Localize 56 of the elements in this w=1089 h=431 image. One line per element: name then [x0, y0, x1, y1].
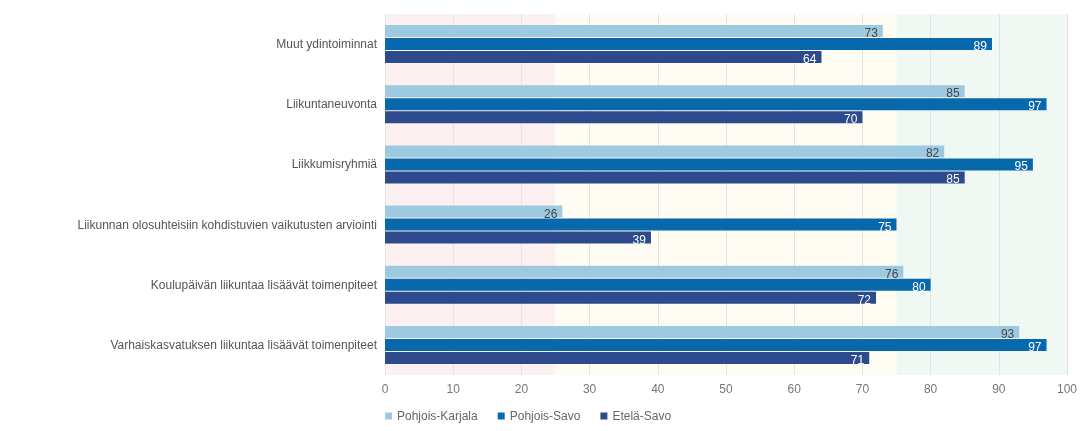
y-tick-label: Varhaiskasvatuksen liikuntaa lisäävät toimenpiteet: [110, 337, 378, 352]
bar: [385, 38, 992, 51]
y-tick-label: Muut ydintoiminnat: [276, 37, 378, 52]
bar: [385, 265, 904, 278]
bar: [385, 145, 945, 158]
data-label: 70: [844, 112, 858, 127]
x-tick-label: 90: [992, 382, 1006, 396]
bar: [385, 338, 1047, 351]
data-label: 89: [973, 39, 988, 54]
legend-label: Pohjois-Karjala: [397, 409, 479, 423]
data-label: 64: [803, 52, 817, 67]
bar: [385, 98, 1047, 111]
y-tick-label: Koulupäivän liikuntaa lisäävät toimenpiteet: [150, 277, 378, 292]
bar: [385, 205, 563, 218]
bar: [385, 85, 965, 98]
x-tick-label: 30: [582, 382, 597, 396]
legend-label: Etelä-Savo: [612, 409, 672, 423]
x-tick-label: 70: [855, 382, 870, 396]
data-label: 39: [632, 232, 647, 247]
bar: [385, 325, 1020, 338]
bar: [385, 351, 870, 364]
bar: [385, 111, 863, 124]
data-label: 75: [878, 219, 892, 234]
x-tick-label: 0: [381, 382, 389, 396]
data-label: 85: [946, 86, 961, 101]
x-tick-label: 20: [514, 382, 529, 396]
bar: [385, 171, 965, 184]
x-tick-label: 10: [446, 382, 461, 396]
data-label: 97: [1028, 339, 1042, 354]
data-label: 76: [884, 266, 899, 281]
data-label: 71: [850, 352, 865, 367]
bar: [385, 158, 1033, 171]
x-tick-label: 40: [651, 382, 665, 396]
bar: [385, 291, 877, 304]
data-label: 97: [1028, 99, 1042, 114]
data-label: 80: [912, 279, 926, 294]
data-label: 93: [1000, 326, 1015, 341]
y-tick-label: Liikuntaneuvonta: [286, 97, 378, 112]
data-label: 95: [1014, 159, 1029, 174]
bar: [385, 51, 822, 64]
x-tick-label: 50: [719, 382, 733, 396]
x-tick-label: 60: [787, 382, 802, 396]
data-label: 26: [543, 206, 558, 221]
data-label: 85: [946, 172, 961, 187]
data-label: 72: [857, 292, 872, 307]
bar: [385, 278, 931, 291]
x-tick-label: 80: [923, 382, 938, 396]
y-tick-label: Liikunnan olosuhteisiin kohdistuvien vaikutusten arviointi: [77, 217, 377, 232]
legend-label: Pohjois-Savo: [509, 409, 581, 423]
bar: [385, 231, 651, 244]
x-tick-label: 100: [1056, 382, 1078, 396]
data-label: 82: [925, 146, 940, 161]
y-tick-label: Liikkumisryhmiä: [291, 157, 378, 172]
bar: [385, 25, 883, 38]
bar: [385, 218, 897, 231]
data-label: 73: [864, 26, 879, 41]
